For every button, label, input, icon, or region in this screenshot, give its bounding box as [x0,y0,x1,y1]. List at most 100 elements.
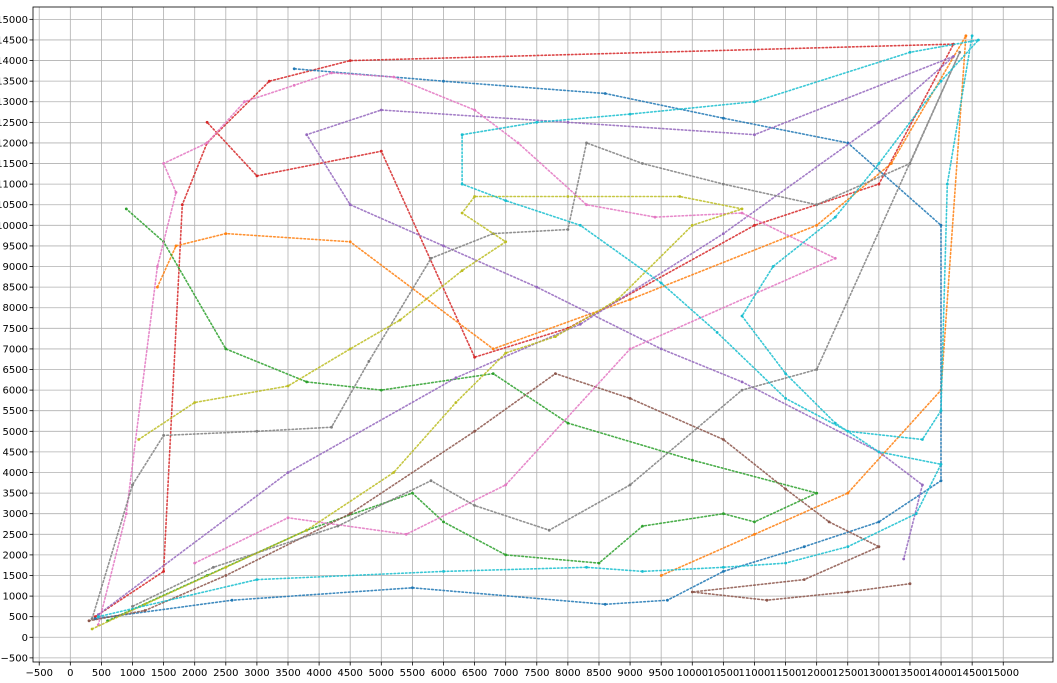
y-tick-label: 14500 [0,35,28,46]
data-point [348,347,352,351]
data-point [690,458,694,462]
data-point [585,203,588,207]
y-tick-label: 4500 [3,447,28,458]
y-tick-label: 6000 [3,386,28,397]
data-point [970,34,974,38]
data-point [460,182,464,186]
x-tick-label: 4500 [337,668,362,679]
data-point [180,203,184,207]
x-tick-label: 1000 [120,668,145,679]
data-point [554,335,557,338]
data-point [877,450,881,454]
y-tick-label: −500 [1,653,28,664]
data-point [566,228,570,231]
x-tick-label: 8000 [555,668,580,679]
data-point [722,438,725,441]
data-point [722,232,725,236]
data-point [753,100,756,104]
x-tick-label: 10500 [707,668,739,679]
data-point [392,75,396,79]
grid [33,7,1053,662]
data-point [205,120,209,124]
data-point [740,388,744,392]
data-point [554,372,557,375]
data-point [473,504,476,507]
data-point [939,479,943,483]
data-point [547,528,551,532]
x-tick-label: 12000 [801,668,833,679]
x-tick-label: 15000 [987,668,1019,679]
data-point [193,401,197,404]
data-point [491,347,495,351]
data-point [174,191,178,194]
x-tick-label: 10000 [676,668,708,679]
data-point [765,598,769,602]
trajectory-series-3 [94,68,942,620]
data-point [566,421,570,425]
data-point [392,471,396,474]
data-point [535,120,539,124]
y-axis-ticks: −500 0 500 1000 1500 2000 2500 3000 3500 4000 4500… [0,15,33,664]
data-point [379,149,383,153]
data-point [255,429,259,433]
data-point [411,491,414,495]
data-point [429,479,433,483]
y-tick-label: 13500 [0,77,28,88]
data-point [921,438,924,441]
data-point [162,570,166,573]
data-point [846,429,850,433]
data-point [504,553,508,557]
y-tick-label: 11500 [0,159,28,170]
data-point [336,524,340,528]
data-point [908,582,912,586]
data-point [722,116,725,120]
y-tick-label: 4000 [3,468,28,479]
data-point [131,605,134,608]
data-point [659,281,663,285]
trajectory-series-8 [91,195,743,630]
x-tick-label: 7500 [524,668,549,679]
trajectory-series-7 [91,51,961,620]
data-point [603,92,607,95]
data-point [740,314,744,318]
x-tick-label: 11000 [739,668,771,679]
trajectory-series-4 [97,55,955,616]
data-point [162,434,166,437]
data-point [255,578,259,581]
data-point [833,421,837,425]
data-point [964,34,968,38]
x-tick-label: 14000 [925,668,957,679]
x-tick-label: 5500 [400,668,425,679]
data-point [156,285,159,289]
data-point [87,619,91,623]
x-tick-label: 2500 [213,668,238,679]
data-point [504,199,508,203]
data-point [174,244,178,248]
data-point [628,112,632,116]
data-point [411,586,414,590]
plot-frame [32,6,1054,663]
data-point [877,520,881,524]
data-point [330,71,333,75]
data-point [616,298,619,301]
data-point [578,322,582,326]
y-tick-label: 14000 [0,56,28,67]
data-point [753,223,756,227]
data-point [292,67,296,71]
data-point [585,565,588,569]
data-point [939,223,943,227]
y-tick-label: 3500 [3,489,28,500]
data-point [690,223,694,227]
data-point [585,141,588,145]
data-point [902,557,906,561]
x-tick-label: 4000 [306,668,331,679]
data-point [429,256,433,260]
data-point [156,265,159,268]
data-point [908,162,912,165]
data-point [877,120,881,124]
data-point [740,380,744,384]
y-tick-label: 7000 [3,344,28,355]
x-tick-label: 8500 [586,668,611,679]
data-point [815,203,819,207]
